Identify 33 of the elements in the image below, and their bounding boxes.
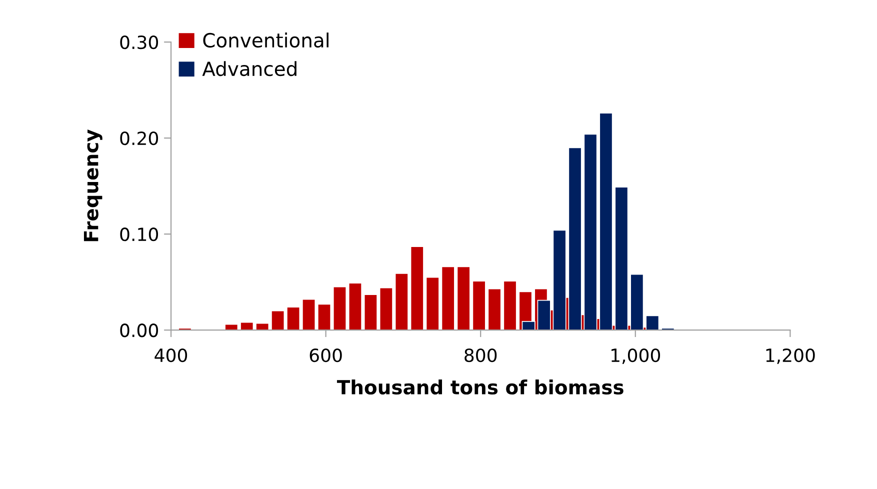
y-tick-label: 0.00 [120, 324, 158, 338]
bar [240, 322, 254, 330]
legend-label: Conventional [203, 32, 328, 48]
y-tick-label: 0.30 [120, 36, 158, 50]
bar [394, 273, 408, 330]
bar [426, 276, 440, 330]
bar [256, 322, 270, 330]
bar [410, 246, 424, 330]
y-tick-label: 0.10 [120, 228, 158, 242]
bar [364, 294, 378, 330]
bar [441, 266, 455, 330]
x-tick-label: 400 [154, 348, 188, 362]
bar [379, 287, 393, 330]
bar [472, 280, 486, 330]
y-tick-label: 0.20 [120, 132, 158, 146]
legend-label: Advanced [202, 61, 296, 76]
bar [271, 310, 285, 330]
bar [317, 304, 332, 330]
bar [614, 186, 628, 330]
bar [552, 230, 566, 330]
bar [286, 306, 300, 330]
bar [456, 266, 470, 330]
bar [646, 315, 660, 330]
x-tick-label: 800 [464, 348, 497, 362]
bar [302, 298, 316, 330]
x-tick-label: 600 [310, 348, 342, 362]
x-tick-label: 1,200 [766, 348, 815, 364]
bar [348, 282, 362, 330]
x-tick-label: 1,000 [612, 348, 660, 364]
bar [332, 286, 347, 330]
y-axis-title: Frequency [84, 130, 102, 242]
x-axis-title: Thousand tons of biomass [336, 379, 624, 395]
bar [630, 274, 644, 330]
